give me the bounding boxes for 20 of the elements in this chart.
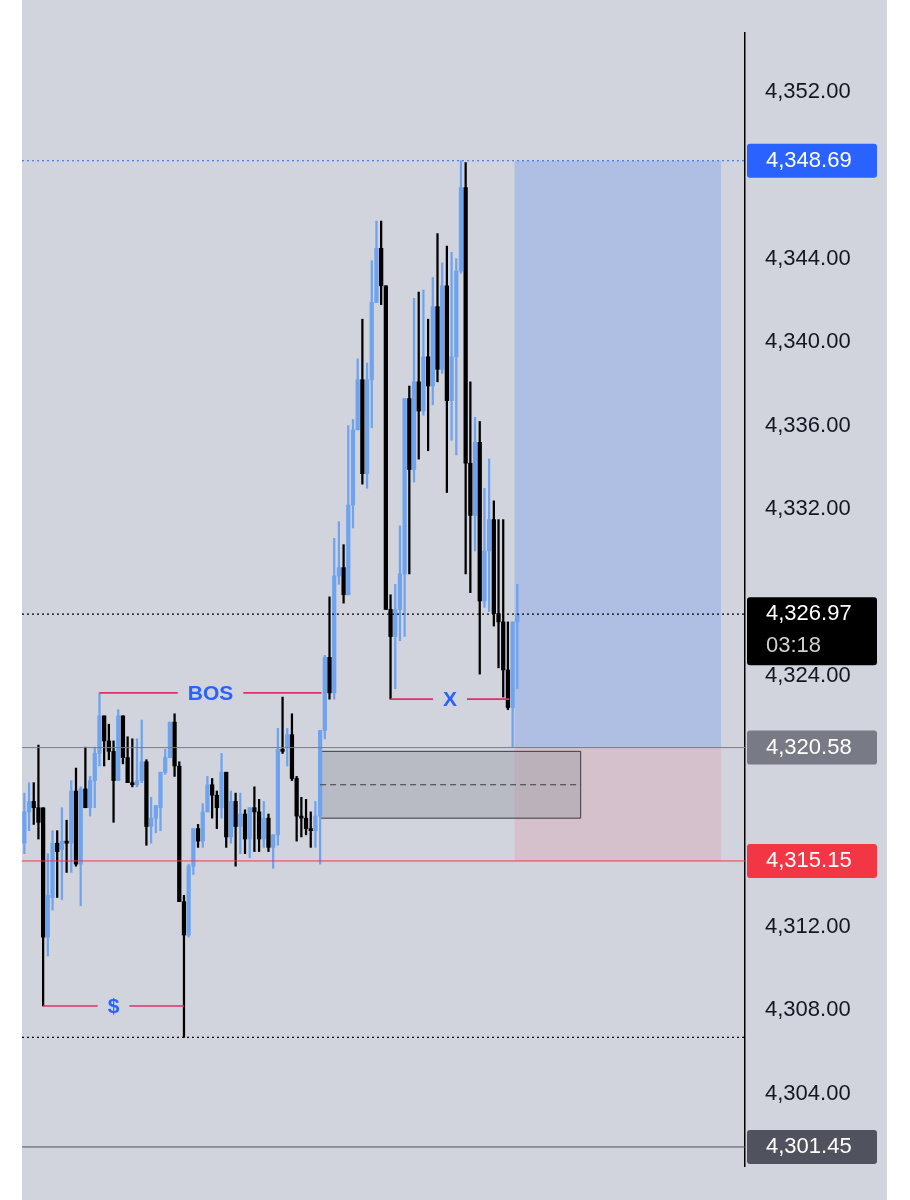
annotation: BOS	[187, 680, 234, 704]
ref-line-label: 4,315.15	[766, 847, 852, 873]
ref-line-label: 4,301.45	[766, 1133, 852, 1159]
ref-line-label: 4,326.97 03:18	[766, 600, 852, 658]
y-tick-label: 4,308.00	[765, 996, 851, 1022]
y-tick-label: 4,336.00	[765, 411, 851, 437]
annotation: $	[107, 993, 120, 1017]
y-tick-label: 4,304.00	[765, 1079, 851, 1105]
ref-line-label: 4,320.58	[766, 733, 852, 759]
y-tick-label: 4,312.00	[765, 912, 851, 938]
y-tick-label: 4,324.00	[765, 662, 851, 688]
annotation: X	[442, 686, 457, 710]
candlestick	[280, 696, 285, 754]
candlestick	[64, 819, 69, 873]
y-tick-label: 4,340.00	[765, 328, 851, 354]
y-tick-label: 4,344.00	[765, 244, 851, 270]
candlestick	[252, 786, 257, 852]
ref-line-label: 4,348.69	[766, 146, 852, 172]
y-tick-label: 4,332.00	[765, 495, 851, 521]
y-tick-label: 4,352.00	[765, 77, 851, 103]
